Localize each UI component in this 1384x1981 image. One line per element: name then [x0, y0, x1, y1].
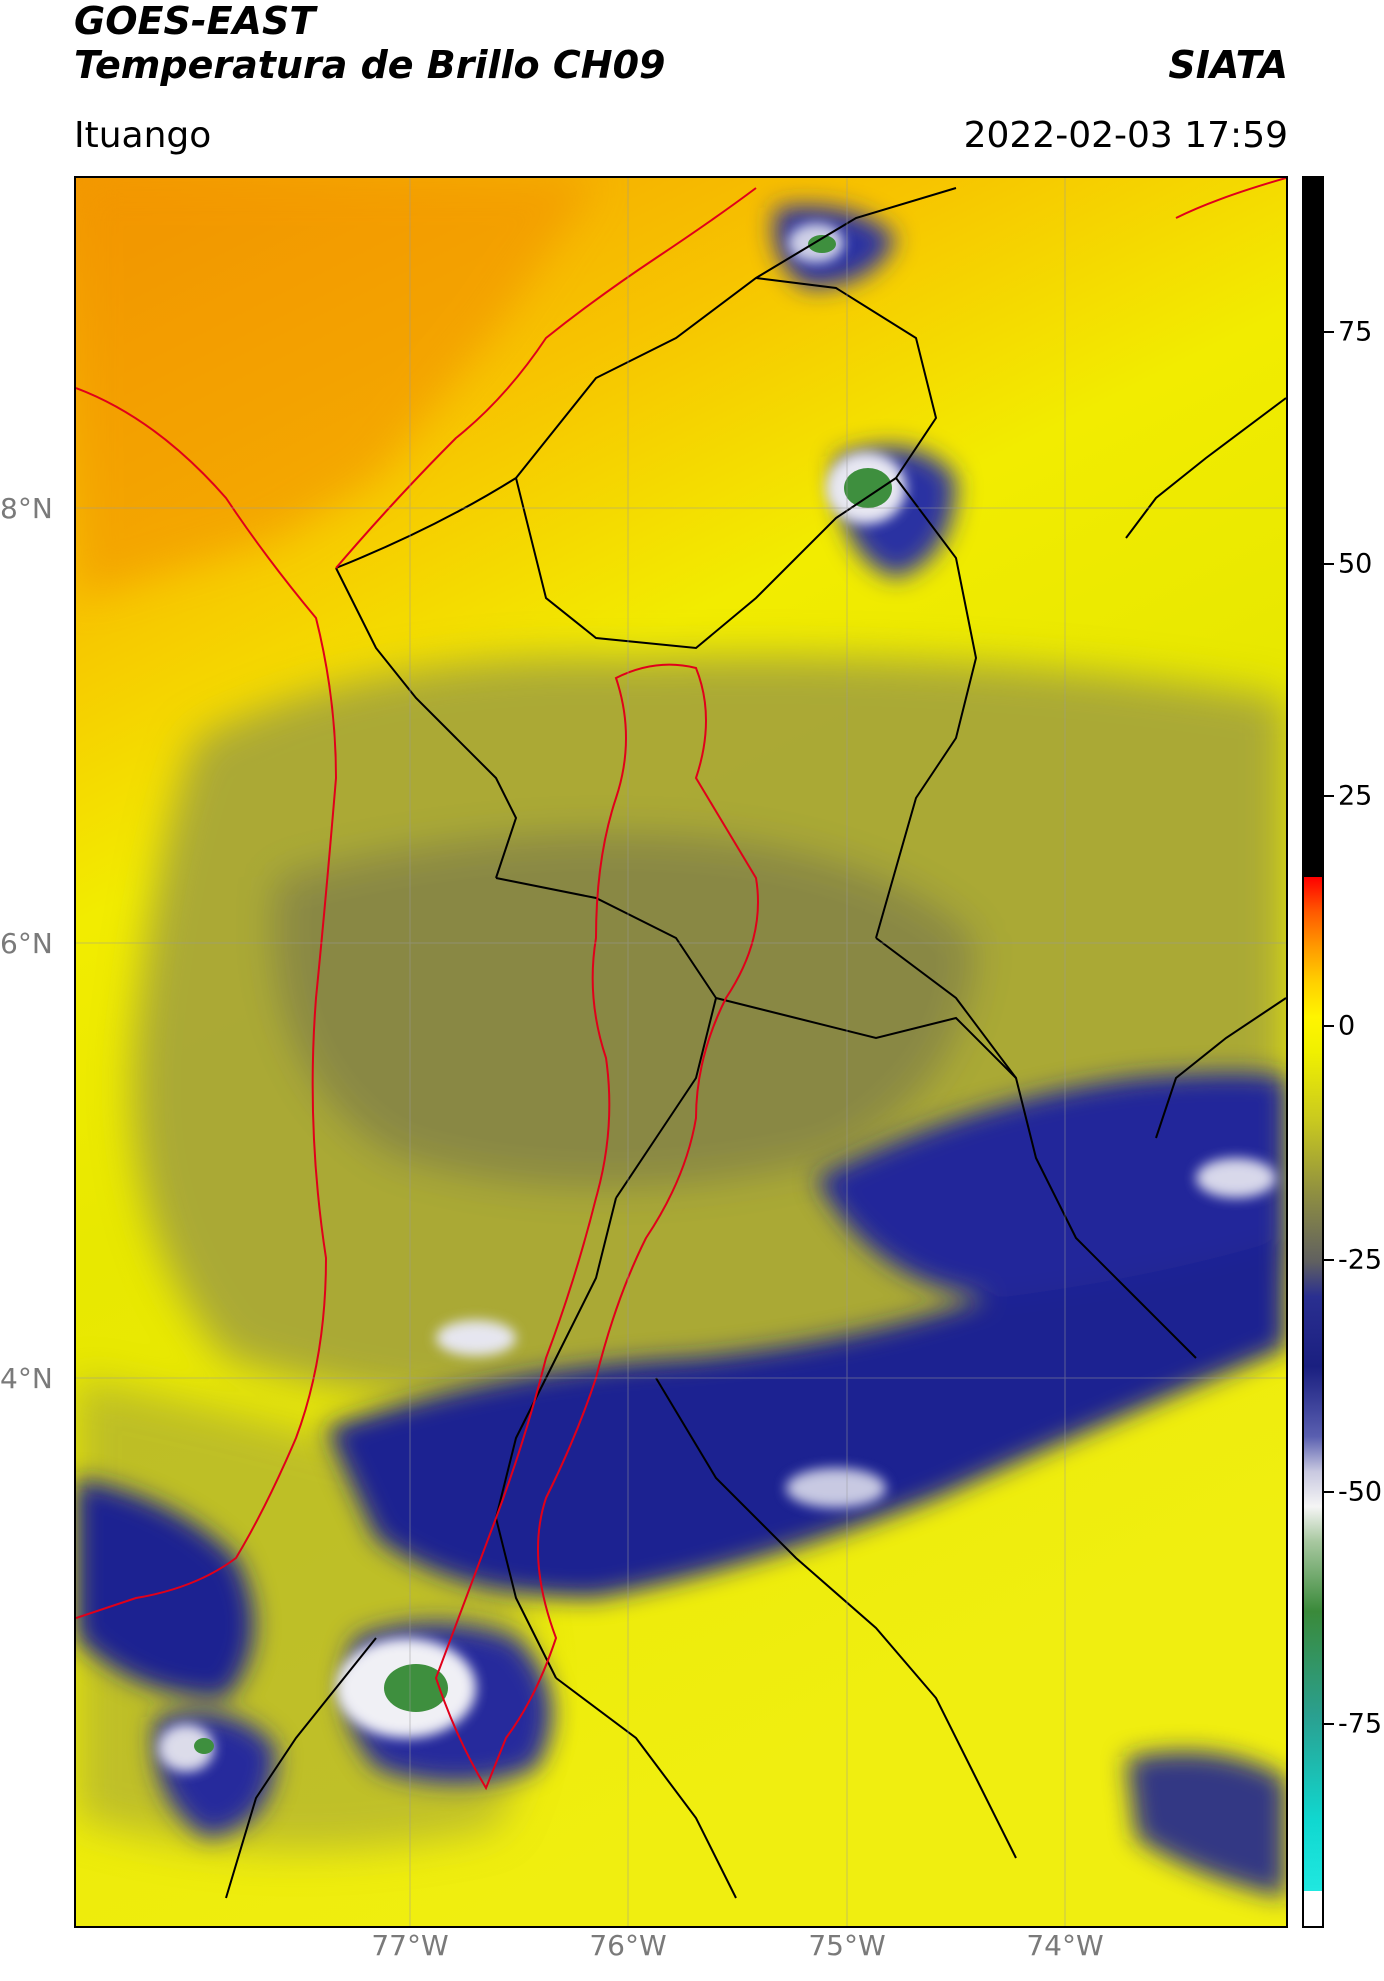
graticule	[76, 178, 1286, 1926]
department-borders	[225, 187, 1286, 1899]
colorbar-label-0: 0	[1338, 1010, 1356, 1042]
colorbar-label-neg75: -75	[1338, 1708, 1383, 1740]
coldest-cores	[194, 235, 892, 1754]
brand-label: SIATA	[1168, 43, 1288, 87]
lon-label-77w: 77°W	[371, 1929, 449, 1962]
colorbar-tick	[1324, 1491, 1334, 1493]
colorbar-tick	[1324, 1723, 1334, 1725]
colorbar-label-50: 50	[1338, 548, 1373, 580]
colorbar-tick	[1324, 795, 1334, 797]
colorbar-label-neg50: -50	[1338, 1476, 1383, 1508]
colorbar-tick	[1324, 1259, 1334, 1261]
location-label: Ituango	[74, 115, 212, 156]
colorbar-label-neg25: -25	[1338, 1244, 1383, 1276]
colorbar-tick	[1324, 1025, 1334, 1027]
colorbar-tick	[1324, 331, 1334, 333]
title-satellite: GOES-EAST	[74, 0, 316, 43]
colorbar-label-25: 25	[1338, 780, 1373, 812]
colorbar	[1302, 176, 1324, 1928]
lat-label-8n: 8°N	[0, 492, 53, 525]
title-product: Temperatura de Brillo CH09	[74, 43, 666, 87]
map-canvas	[76, 178, 1286, 1926]
datetime-label: 2022-02-03 17:59	[963, 115, 1288, 156]
lat-label-4n: 4°N	[0, 1362, 53, 1395]
lon-label-74w: 74°W	[1026, 1929, 1104, 1962]
colorbar-label-75: 75	[1338, 316, 1373, 348]
warm-region	[76, 178, 596, 598]
lon-label-76w: 76°W	[589, 1929, 667, 1962]
satellite-map	[74, 176, 1288, 1928]
colorbar-gradient	[1304, 178, 1322, 1926]
lat-label-6n: 6°N	[0, 927, 53, 960]
lon-label-75w: 75°W	[808, 1929, 886, 1962]
colorbar-tick	[1324, 563, 1334, 565]
